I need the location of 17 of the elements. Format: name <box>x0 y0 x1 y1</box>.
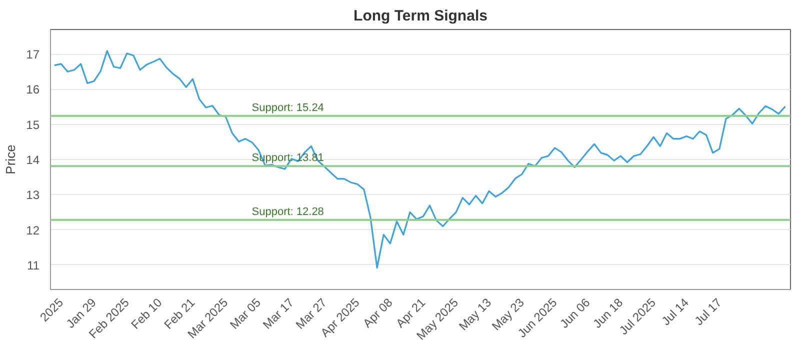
line-series <box>54 50 786 269</box>
y-tick-label: 15 <box>26 118 40 132</box>
y-tick-label: 13 <box>26 188 40 202</box>
y-tick-label: 16 <box>26 82 40 97</box>
x-tick-label: Feb 10 <box>128 295 165 332</box>
y-tick-label: 11 <box>27 258 40 272</box>
chart-title: Long Term Signals <box>354 8 488 24</box>
x-tick-label: Jul 17 <box>692 295 725 328</box>
ref-line-label: Support: 12.28 <box>252 206 324 218</box>
ref-line-label: Support: 15.24 <box>252 102 324 114</box>
y-tick-label: 14 <box>26 153 40 167</box>
y-axis-title: Price <box>3 144 18 174</box>
y-tick-label: 12 <box>26 223 40 238</box>
x-tick-label: Jun 06 <box>557 295 593 331</box>
x-tick-label: Jul 14 <box>658 295 692 328</box>
y-tick-label: 17 <box>26 48 40 62</box>
x-tick-label: Apr 08 <box>360 295 396 330</box>
